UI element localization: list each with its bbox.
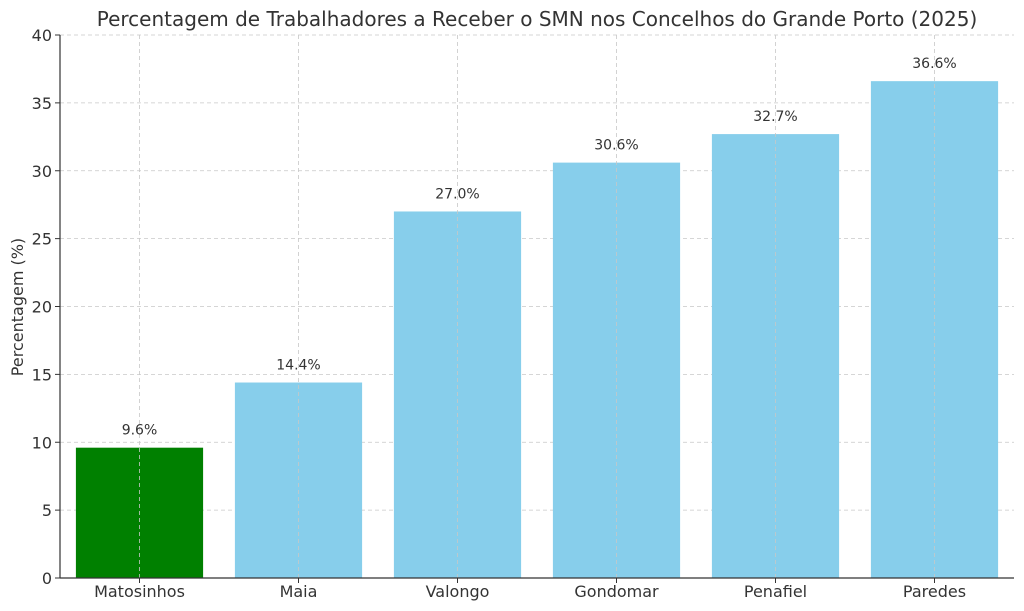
- y-tick-label: 20: [32, 298, 52, 317]
- x-tick-label: Paredes: [903, 582, 966, 601]
- x-tick-label: Penafiel: [744, 582, 807, 601]
- data-label: 27.0%: [435, 186, 479, 202]
- y-axis-label: Percentagem (%): [8, 238, 27, 376]
- data-label: 14.4%: [276, 358, 320, 374]
- data-label: 30.6%: [594, 138, 638, 154]
- data-label: 36.6%: [912, 56, 956, 72]
- x-tick-label: Valongo: [426, 582, 490, 601]
- data-label: 32.7%: [753, 109, 797, 125]
- x-tick-label: Gondomar: [574, 582, 659, 601]
- x-tick-label: Maia: [280, 582, 318, 601]
- y-tick-label: 5: [42, 501, 52, 520]
- bars: [75, 81, 999, 579]
- y-tick-label: 0: [42, 569, 52, 588]
- y-tick-label: 10: [32, 433, 52, 452]
- y-tick-label: 40: [32, 26, 52, 45]
- y-tick-label: 30: [32, 162, 52, 181]
- y-tick-label: 35: [32, 94, 52, 113]
- y-tick-label: 15: [32, 365, 52, 384]
- data-label: 9.6%: [122, 423, 158, 439]
- y-tick-label: 25: [32, 230, 52, 249]
- chart-title: Percentagem de Trabalhadores a Receber o…: [97, 7, 978, 31]
- x-tick-label: Matosinhos: [94, 582, 185, 601]
- data-labels: 9.6% 14.4% 27.0% 30.6% 32.7% 36.6%: [122, 56, 957, 439]
- axes: Matosinhos Maia Valongo Gondomar Penafiel Par…: [32, 26, 1014, 601]
